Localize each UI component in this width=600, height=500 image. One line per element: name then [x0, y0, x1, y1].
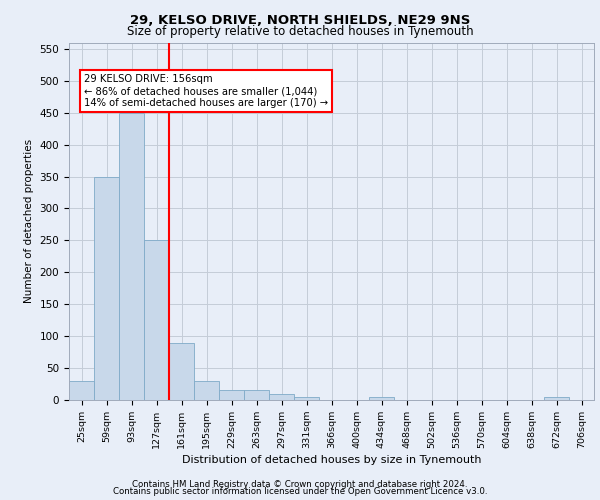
- Bar: [369, 397, 394, 400]
- Bar: [169, 342, 194, 400]
- Text: 29, KELSO DRIVE, NORTH SHIELDS, NE29 9NS: 29, KELSO DRIVE, NORTH SHIELDS, NE29 9NS: [130, 14, 470, 27]
- Bar: [244, 390, 269, 400]
- X-axis label: Distribution of detached houses by size in Tynemouth: Distribution of detached houses by size …: [182, 455, 481, 465]
- Text: 29 KELSO DRIVE: 156sqm
← 86% of detached houses are smaller (1,044)
14% of semi-: 29 KELSO DRIVE: 156sqm ← 86% of detached…: [84, 74, 328, 108]
- Bar: [219, 390, 244, 400]
- Bar: [119, 112, 144, 400]
- Text: Size of property relative to detached houses in Tynemouth: Size of property relative to detached ho…: [127, 25, 473, 38]
- Bar: [144, 240, 169, 400]
- Bar: [194, 381, 219, 400]
- Bar: [94, 176, 119, 400]
- Text: Contains public sector information licensed under the Open Government Licence v3: Contains public sector information licen…: [113, 487, 487, 496]
- Bar: [269, 394, 294, 400]
- Y-axis label: Number of detached properties: Number of detached properties: [24, 139, 34, 304]
- Text: Contains HM Land Registry data © Crown copyright and database right 2024.: Contains HM Land Registry data © Crown c…: [132, 480, 468, 489]
- Bar: [294, 397, 319, 400]
- Bar: [69, 381, 94, 400]
- Bar: [544, 397, 569, 400]
